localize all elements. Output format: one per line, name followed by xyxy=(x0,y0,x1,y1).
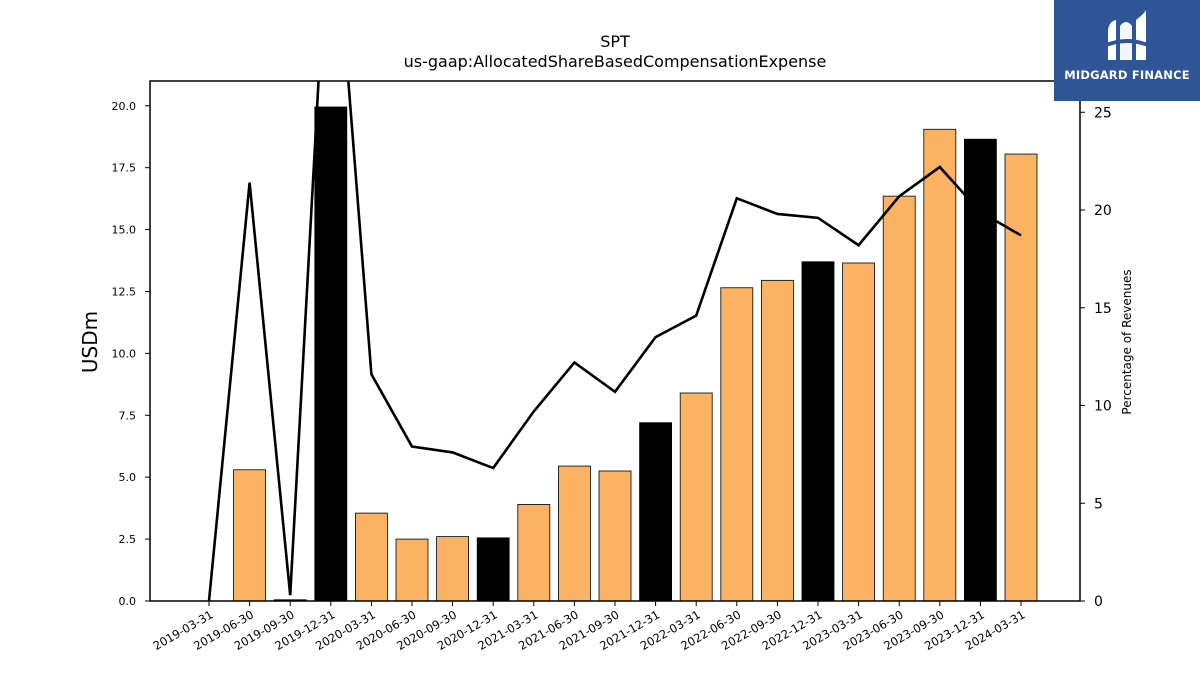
bar-2022-09-30 xyxy=(761,279,794,601)
bar-2023-06-30 xyxy=(882,195,916,601)
bar-2020-12-31 xyxy=(476,537,510,601)
right-tick-label: 0 xyxy=(1094,594,1103,610)
bar-2019-12-31 xyxy=(314,106,348,601)
left-tick-label: 15.0 xyxy=(112,224,137,237)
bar-2020-03-31 xyxy=(354,512,388,601)
bar-2022-03-31 xyxy=(679,392,713,601)
y-axis-right-label: Percentage of Revenues xyxy=(1120,269,1134,414)
bar-2021-06-30 xyxy=(558,465,591,601)
right-tick-label: 25 xyxy=(1094,105,1112,121)
right-axis: 0 5 10 15 20 25 xyxy=(1080,105,1112,610)
bar-2021-09-30 xyxy=(598,470,632,601)
right-tick-label: 15 xyxy=(1094,301,1112,317)
y-axis-label: USDm xyxy=(78,311,102,373)
chart-title: SPT xyxy=(600,32,630,51)
right-tick-label: 5 xyxy=(1094,496,1103,512)
left-tick-label: 0.0 xyxy=(119,595,137,608)
left-tick-label: 5.0 xyxy=(119,471,137,484)
bar-2022-06-30 xyxy=(720,287,754,601)
line-percentage-of-revenues xyxy=(207,81,1022,601)
bar-2023-03-31 xyxy=(842,262,875,601)
left-tick-label: 20.0 xyxy=(112,100,137,113)
bar-2024-03-31 xyxy=(1004,153,1038,601)
line-series xyxy=(207,81,1022,601)
bar-2019-06-30 xyxy=(233,469,267,601)
bar-2023-12-31 xyxy=(964,138,997,601)
left-tick-label: 7.5 xyxy=(119,409,137,422)
bar-2021-03-31 xyxy=(517,504,551,601)
right-tick-label: 20 xyxy=(1094,203,1112,219)
chart-subtitle: us-gaap:AllocatedShareBasedCompensationE… xyxy=(403,52,827,71)
left-tick-label: 17.5 xyxy=(112,162,137,175)
bar-2020-06-30 xyxy=(395,538,429,601)
bar-2023-09-30 xyxy=(923,128,957,601)
logo-text: MIDGARD FINANCE xyxy=(1064,68,1190,82)
brand-logo: MIDGARD FINANCE xyxy=(1054,0,1200,101)
midgard-logo-icon xyxy=(1104,10,1150,60)
bar-series xyxy=(233,106,1038,601)
bar-2021-12-31 xyxy=(639,422,672,601)
bar-2020-09-30 xyxy=(436,536,470,601)
right-tick-label: 10 xyxy=(1094,399,1112,415)
left-axis: 0.0 2.5 5.0 7.5 10.0 12.5 15.0 17.5 20.0 xyxy=(112,100,150,608)
left-tick-label: 10.0 xyxy=(112,347,137,360)
x-axis: 2019-03-312019-06-302019-09-302019-12-31… xyxy=(151,601,1028,653)
left-tick-label: 2.5 xyxy=(119,533,137,546)
left-tick-label: 12.5 xyxy=(112,285,137,298)
bar-2022-12-31 xyxy=(801,261,835,601)
